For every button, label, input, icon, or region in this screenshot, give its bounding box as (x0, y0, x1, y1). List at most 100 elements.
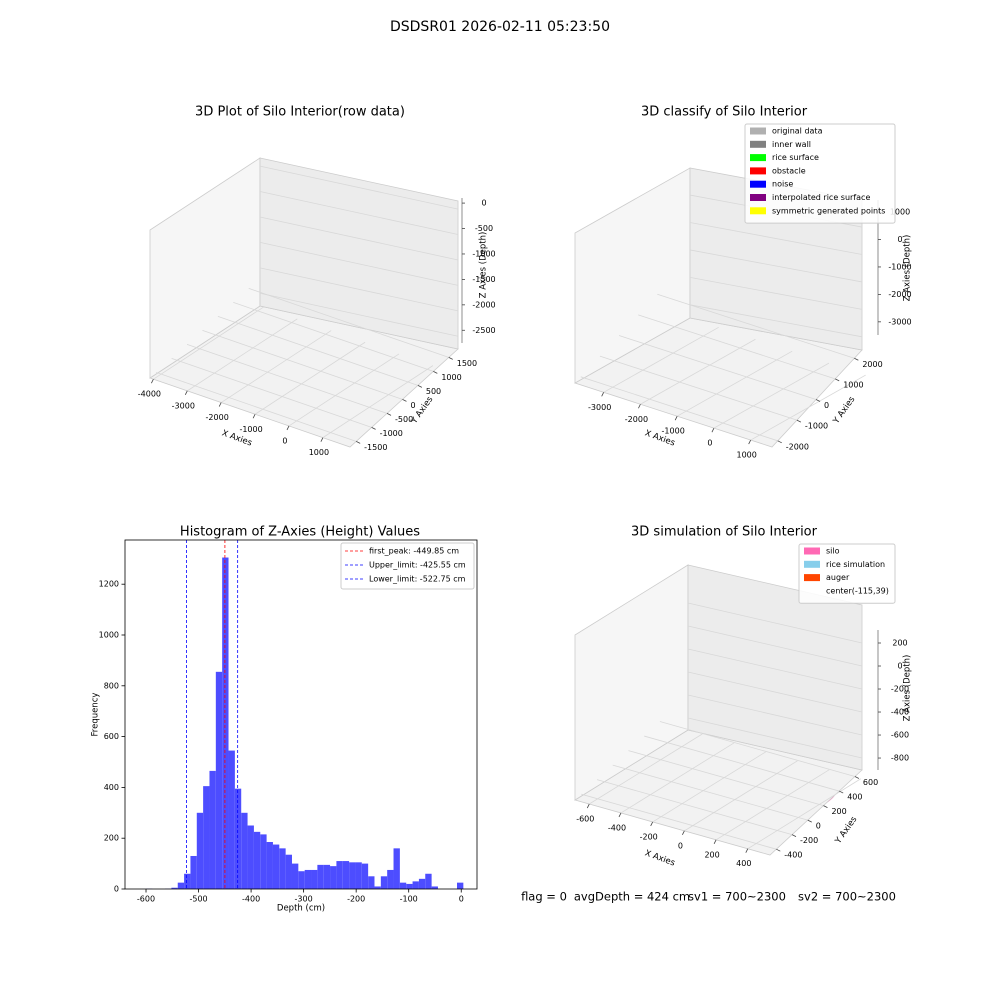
tick-mark (835, 378, 840, 382)
x-tick-label: 1000 (737, 451, 757, 460)
figure-title: DSDSR01 2026-02-11 05:23:50 (390, 19, 610, 35)
x-tick-label: 0 (459, 895, 464, 904)
y-tick-label: 1000 (441, 373, 461, 382)
x-tick-label: -300 (295, 895, 313, 904)
grid-line (248, 288, 449, 358)
bar (311, 869, 318, 889)
tick-mark (748, 439, 752, 445)
tick-mark (402, 399, 407, 402)
y-tick-label: 600 (104, 732, 119, 741)
grid-line (713, 362, 830, 429)
z-axis-label: Z Axies (Depth) (479, 232, 489, 299)
x-tick-label: -500 (189, 895, 207, 904)
y-axis-label: Frequency (91, 693, 101, 737)
z-tick-label: -2500 (472, 326, 495, 335)
z-axis-label: Z Axies (Depth) (903, 655, 913, 722)
x-tick-label: -600 (137, 895, 155, 904)
bar (171, 887, 178, 889)
tick-mark (682, 830, 685, 836)
legend-box (340, 542, 475, 590)
grid-line (186, 344, 388, 414)
tick-mark (791, 834, 797, 838)
grid-line (684, 760, 798, 832)
grid-line (640, 338, 756, 405)
tick-mark (776, 848, 781, 852)
x-tick-label: 0 (707, 439, 712, 448)
legend-swatch (804, 574, 820, 582)
tick-mark (823, 805, 828, 808)
grid-line (259, 165, 459, 210)
annotation: sv2 = 700~2300 (798, 890, 896, 904)
y-tick-label: -2000 (786, 442, 809, 451)
z-tick-label: 1000 (890, 208, 910, 217)
legend-label: Upper_limit: -425.55 cm (369, 561, 466, 570)
tick-mark (371, 427, 376, 430)
grid-line (659, 721, 856, 777)
grid-line (187, 318, 298, 392)
bar (361, 863, 369, 889)
x-tick-label: 1000 (309, 448, 329, 457)
grid-line (687, 602, 863, 644)
back-pane (259, 157, 459, 350)
y-tick-label: 200 (831, 807, 846, 816)
y-tick-label: 1000 (843, 380, 863, 389)
legend-swatch (750, 154, 766, 162)
legend-label: Lower_limit: -522.75 cm (369, 575, 466, 584)
annotation: sv1 = 700~2300 (688, 890, 786, 904)
grid-line (259, 216, 459, 261)
tick-mark (711, 427, 715, 433)
legend-label: auger (826, 573, 850, 582)
grid-line (618, 335, 817, 400)
tick-mark (286, 425, 290, 431)
tick-mark (320, 437, 324, 442)
x-tick-label: -200 (347, 895, 365, 904)
y-tick-label: 400 (847, 793, 862, 802)
bar (393, 848, 400, 889)
grid-line (687, 648, 863, 690)
grid-line (220, 330, 332, 403)
bar (330, 866, 337, 889)
tick-mark (448, 357, 453, 360)
bar (349, 862, 356, 889)
z-tick-label: -1500 (472, 275, 495, 284)
legend-swatch (750, 140, 766, 148)
tick-mark (618, 812, 622, 818)
bar (285, 854, 292, 889)
chart-title: 3D simulation of Silo Interior (631, 525, 818, 540)
bar (387, 869, 394, 889)
tick-mark (433, 371, 438, 374)
bar (355, 862, 362, 889)
z-tick-label: -800 (891, 754, 909, 763)
y-tick-label: 400 (104, 783, 119, 792)
legend-swatch (750, 207, 766, 215)
y-tick-label: 1200 (99, 580, 119, 589)
z-tick-label: 0 (897, 235, 902, 244)
bar (406, 883, 413, 889)
legend-swatch (750, 167, 766, 175)
z-tick-label: 200 (892, 638, 907, 647)
tick-mark (674, 416, 678, 421)
y-tick-label: -1000 (805, 422, 828, 431)
tick-mark (713, 839, 717, 844)
grid-line (171, 358, 372, 428)
x-tick-label: 200 (704, 850, 719, 859)
y-tick-label: 600 (863, 778, 878, 787)
z-tick-label: 0 (897, 662, 902, 671)
bar (228, 750, 235, 889)
bar (266, 842, 273, 889)
grid-line (233, 302, 434, 372)
grid-line (322, 365, 434, 438)
grid-line (638, 314, 836, 380)
grid-line (259, 267, 459, 312)
tick-mark (796, 419, 802, 423)
bar (184, 873, 191, 889)
x-tick-label: -2000 (625, 415, 648, 424)
grid-line (652, 751, 766, 823)
bar (456, 882, 464, 889)
bar (298, 871, 305, 889)
grid-line (254, 341, 366, 415)
y-tick-label: -400 (784, 851, 802, 860)
grid-line (259, 191, 459, 235)
bar (253, 831, 261, 889)
z-tick-label: -500 (475, 224, 493, 233)
